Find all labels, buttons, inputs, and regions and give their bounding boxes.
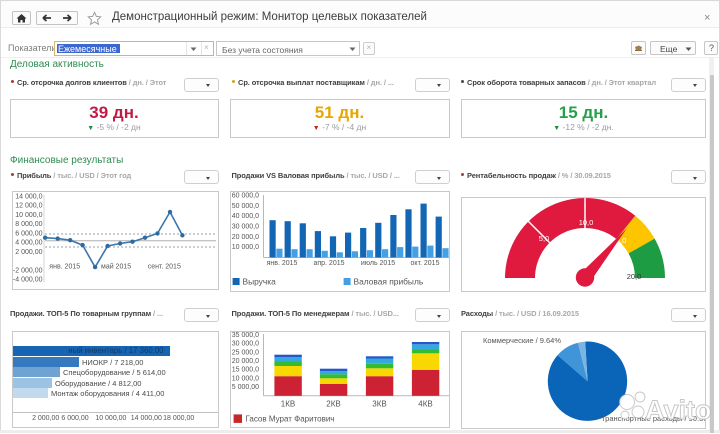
svg-text:10 000,0: 10 000,0 [231,244,258,251]
svg-text:5,0: 5,0 [539,234,549,243]
svg-text:30 000,0: 30 000,0 [231,341,258,348]
svg-text:5 000,00: 5 000,00 [231,384,258,391]
svg-text:янв. 2015: янв. 2015 [49,264,80,271]
svg-text:-4 000,00: -4 000,00 [13,277,43,284]
svg-text:янв. 2015: янв. 2015 [266,260,297,267]
svg-text:6 000,00: 6 000,00 [15,230,42,237]
svg-text:2КВ: 2КВ [326,400,340,409]
svg-text:Транспортные расходы / 90.36%: Транспортные расходы / 90.36% [601,414,705,423]
svg-text:4КВ: 4КВ [418,400,432,409]
svg-text:8 000,00: 8 000,00 [15,221,42,228]
svg-text:окт. 2015: окт. 2015 [410,260,439,267]
svg-text:35 000,0: 35 000,0 [231,332,258,339]
svg-text:Валовая прибыль: Валовая прибыль [353,277,423,287]
svg-text:20,0: 20,0 [627,272,642,281]
svg-text:20 000,0: 20 000,0 [231,234,258,241]
svg-text:Гасов Мурат Фаритович: Гасов Мурат Фаритович [245,415,334,424]
svg-text:30 000,0: 30 000,0 [231,224,258,231]
svg-text:10 000,0: 10 000,0 [231,375,258,382]
svg-text:июль 2015: июль 2015 [360,260,394,267]
svg-text:сент. 2015: сент. 2015 [148,264,181,271]
svg-text:-2 000,00: -2 000,00 [13,267,43,274]
svg-text:12 000,0: 12 000,0 [15,203,42,210]
svg-text:Коммерческие / 9.64%: Коммерческие / 9.64% [483,336,561,345]
svg-text:10,0: 10,0 [579,218,594,227]
svg-text:25 000,0: 25 000,0 [231,349,258,356]
svg-text:2 000,00: 2 000,00 [15,249,42,256]
svg-text:20 000,0: 20 000,0 [231,358,258,365]
svg-text:апр. 2015: апр. 2015 [313,260,344,267]
svg-text:10 000,0: 10 000,0 [15,212,42,219]
svg-text:15 000,0: 15 000,0 [231,367,258,374]
svg-text:май 2015: май 2015 [101,263,131,271]
svg-text:40 000,0: 40 000,0 [231,213,258,220]
svg-text:60 000,0: 60 000,0 [231,192,258,199]
svg-text:50 000,0: 50 000,0 [231,203,258,210]
svg-text:1КВ: 1КВ [280,400,294,409]
svg-text:3КВ: 3КВ [372,400,386,409]
svg-text:15,0: 15,0 [612,236,627,245]
svg-text:14 000,0: 14 000,0 [15,193,42,200]
svg-text:4 000,00: 4 000,00 [15,240,42,247]
svg-text:Выручка: Выручка [242,277,276,287]
